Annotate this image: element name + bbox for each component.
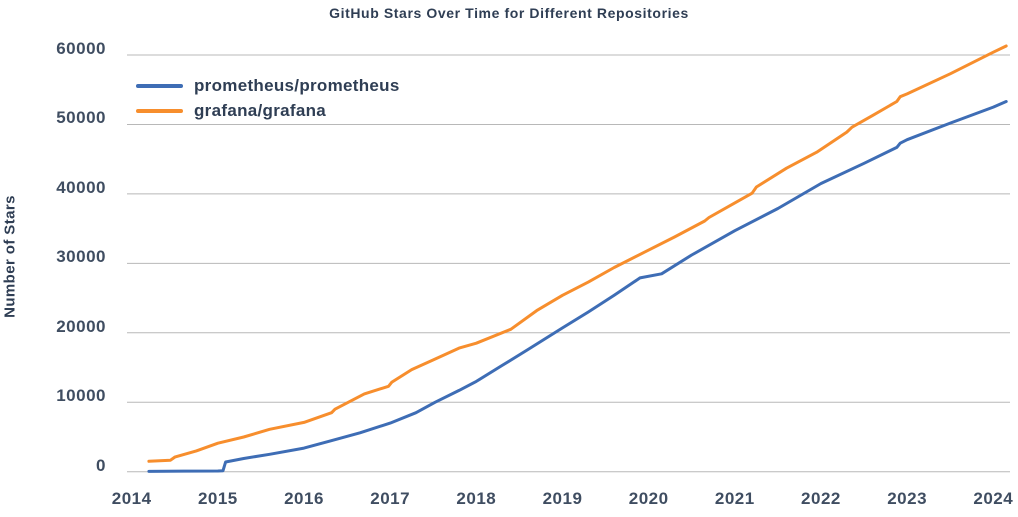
x-tick-label: 2022 [801,489,841,508]
x-tick-label: 2015 [197,489,238,508]
y-tick-label: 40000 [56,177,106,197]
legend: prometheus/prometheus grafana/grafana [136,73,400,123]
y-tick-label: 60000 [56,39,106,58]
legend-item-prometheus: prometheus/prometheus [136,73,400,98]
y-tick-label: 0 [96,455,106,475]
x-tick-label: 2020 [628,489,669,508]
y-tick-label: 20000 [56,316,106,336]
legend-swatch-grafana [136,108,183,113]
chart-title: GitHub Stars Over Time for Different Rep… [329,5,689,21]
x-tick-label: 2014 [111,489,152,508]
legend-label-grafana: grafana/grafana [194,100,327,120]
x-tick-label: 2023 [887,489,928,508]
y-tick-label: 10000 [56,386,106,406]
series-line-prometheus [147,100,1008,473]
x-tick-label: 2021 [714,489,755,508]
legend-swatch-prometheus [136,83,183,88]
x-tick-label: 2018 [456,489,497,508]
x-tick-label: 2024 [973,489,1014,508]
series-line-grafana [147,44,1008,463]
x-tick-label: 2016 [284,489,324,508]
legend-item-grafana: grafana/grafana [136,98,400,123]
legend-label-prometheus: prometheus/prometheus [194,75,400,95]
y-tick-label: 30000 [56,247,106,267]
x-tick-label: 2019 [542,489,583,508]
x-tick-label: 2017 [370,489,411,508]
y-tick-label: 50000 [56,108,106,128]
